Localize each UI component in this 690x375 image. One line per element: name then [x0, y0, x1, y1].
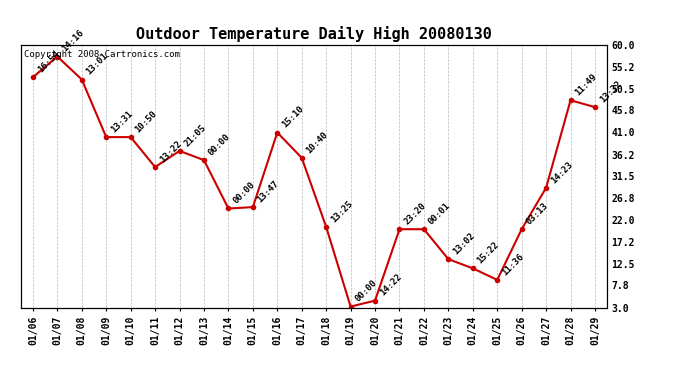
Text: 13:47: 13:47 [255, 179, 281, 204]
Text: 13:32: 13:32 [598, 79, 623, 104]
Text: 13:01: 13:01 [85, 51, 110, 77]
Text: 21:05: 21:05 [182, 123, 208, 148]
Text: 14:22: 14:22 [378, 273, 403, 298]
Text: 14:16: 14:16 [60, 28, 86, 54]
Text: 13:22: 13:22 [158, 139, 184, 164]
Text: 10:50: 10:50 [133, 109, 159, 134]
Text: 00:01: 00:01 [426, 201, 452, 226]
Text: 14:23: 14:23 [549, 160, 574, 185]
Text: 23:20: 23:20 [402, 201, 428, 226]
Text: Copyright 2008 Cartronics.com: Copyright 2008 Cartronics.com [23, 50, 179, 59]
Text: 00:00: 00:00 [231, 180, 257, 206]
Title: Outdoor Temperature Daily High 20080130: Outdoor Temperature Daily High 20080130 [136, 27, 492, 42]
Text: 15:22: 15:22 [475, 240, 501, 266]
Text: 11:49: 11:49 [573, 72, 599, 98]
Text: 15:10: 15:10 [280, 104, 306, 130]
Text: 13:25: 13:25 [329, 199, 354, 224]
Text: 03:13: 03:13 [524, 201, 550, 226]
Text: 00:00: 00:00 [353, 278, 379, 304]
Text: 10:40: 10:40 [304, 130, 330, 155]
Text: 11:36: 11:36 [500, 252, 525, 277]
Text: 00:00: 00:00 [207, 132, 232, 158]
Text: 16:54: 16:54 [36, 49, 61, 75]
Text: 13:31: 13:31 [109, 109, 135, 134]
Text: 13:02: 13:02 [451, 231, 477, 256]
